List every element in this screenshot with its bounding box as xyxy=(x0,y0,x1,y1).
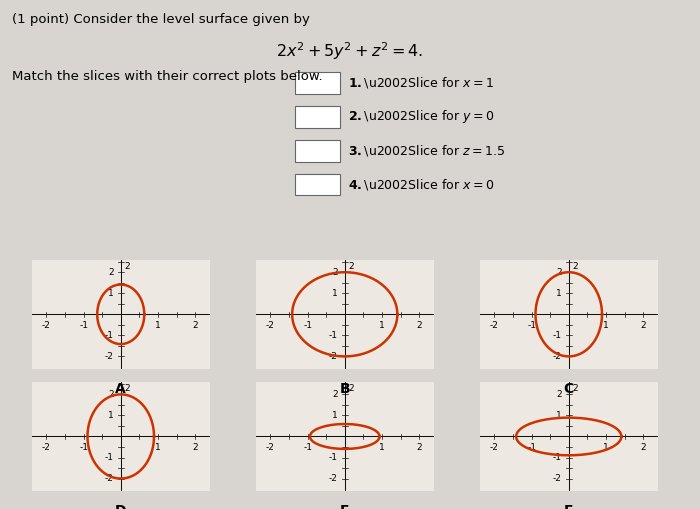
Text: C: C xyxy=(564,382,574,396)
Text: 1: 1 xyxy=(556,411,561,420)
Text: 2: 2 xyxy=(193,321,198,330)
Text: 2: 2 xyxy=(573,384,578,393)
Text: -2: -2 xyxy=(266,443,275,452)
Text: 2: 2 xyxy=(640,443,646,452)
Text: -1: -1 xyxy=(104,453,113,462)
Text: 1: 1 xyxy=(108,411,113,420)
Text: D: D xyxy=(115,504,127,509)
Text: -2: -2 xyxy=(266,321,275,330)
Text: -1: -1 xyxy=(552,453,561,462)
Text: 2: 2 xyxy=(193,443,198,452)
Bar xyxy=(295,139,340,161)
Text: -1: -1 xyxy=(328,453,337,462)
Text: $2x^2 + 5y^2 + z^2 = 4.$: $2x^2 + 5y^2 + z^2 = 4.$ xyxy=(276,40,424,62)
Text: 2: 2 xyxy=(416,443,422,452)
Text: -2: -2 xyxy=(553,352,561,361)
Text: $\mathbf{4.}$\u2002Slice for $x = 0$: $\mathbf{4.}$\u2002Slice for $x = 0$ xyxy=(348,177,494,192)
Bar xyxy=(295,106,340,128)
Text: -1: -1 xyxy=(527,443,536,452)
Text: -1: -1 xyxy=(104,331,113,340)
Text: 2: 2 xyxy=(416,321,422,330)
Text: 2: 2 xyxy=(125,384,130,393)
Text: 2: 2 xyxy=(125,262,130,271)
Text: 2: 2 xyxy=(332,390,337,399)
Text: -1: -1 xyxy=(79,443,88,452)
Text: 2: 2 xyxy=(556,390,561,399)
Text: $\mathbf{2.}$\u2002Slice for $y = 0$: $\mathbf{2.}$\u2002Slice for $y = 0$ xyxy=(348,108,494,125)
Text: (1 point) Consider the level surface given by: (1 point) Consider the level surface giv… xyxy=(12,13,310,26)
Text: -1: -1 xyxy=(79,321,88,330)
Text: -2: -2 xyxy=(105,474,113,483)
Text: -1: -1 xyxy=(303,443,312,452)
Text: 2: 2 xyxy=(349,384,354,393)
Text: -2: -2 xyxy=(105,352,113,361)
Text: 2: 2 xyxy=(573,262,578,271)
Text: F: F xyxy=(564,504,573,509)
Text: 1: 1 xyxy=(603,321,609,330)
Text: $\mathbf{1.}$\u2002Slice for $x = 1$: $\mathbf{1.}$\u2002Slice for $x = 1$ xyxy=(348,75,494,90)
Text: 1: 1 xyxy=(332,289,337,298)
Text: 1: 1 xyxy=(332,411,337,420)
Text: 1: 1 xyxy=(603,443,609,452)
Text: B: B xyxy=(340,382,350,396)
Text: 2: 2 xyxy=(108,390,113,399)
Text: 2: 2 xyxy=(640,321,646,330)
Text: 2: 2 xyxy=(108,268,113,277)
Text: $\mathbf{3.}$\u2002Slice for $z = 1.5$: $\mathbf{3.}$\u2002Slice for $z = 1.5$ xyxy=(348,143,505,158)
Bar xyxy=(295,174,340,195)
Text: 1: 1 xyxy=(556,289,561,298)
Text: Match the slices with their correct plots below.: Match the slices with their correct plot… xyxy=(12,70,323,83)
Text: 1: 1 xyxy=(379,321,385,330)
Text: 1: 1 xyxy=(155,321,161,330)
Text: -2: -2 xyxy=(553,474,561,483)
Text: -1: -1 xyxy=(552,331,561,340)
Text: E: E xyxy=(340,504,349,509)
Bar xyxy=(295,72,340,94)
Text: -1: -1 xyxy=(303,321,312,330)
Text: -2: -2 xyxy=(329,352,337,361)
Text: 1: 1 xyxy=(379,443,385,452)
Text: 2: 2 xyxy=(349,262,354,271)
Text: -2: -2 xyxy=(42,443,51,452)
Text: -1: -1 xyxy=(527,321,536,330)
Text: -2: -2 xyxy=(490,321,499,330)
Text: -2: -2 xyxy=(329,474,337,483)
Text: -2: -2 xyxy=(42,321,51,330)
Text: A: A xyxy=(116,382,126,396)
Text: 2: 2 xyxy=(332,268,337,277)
Text: -2: -2 xyxy=(490,443,499,452)
Text: 1: 1 xyxy=(108,289,113,298)
Text: -1: -1 xyxy=(328,331,337,340)
Text: 2: 2 xyxy=(556,268,561,277)
Text: 1: 1 xyxy=(155,443,161,452)
